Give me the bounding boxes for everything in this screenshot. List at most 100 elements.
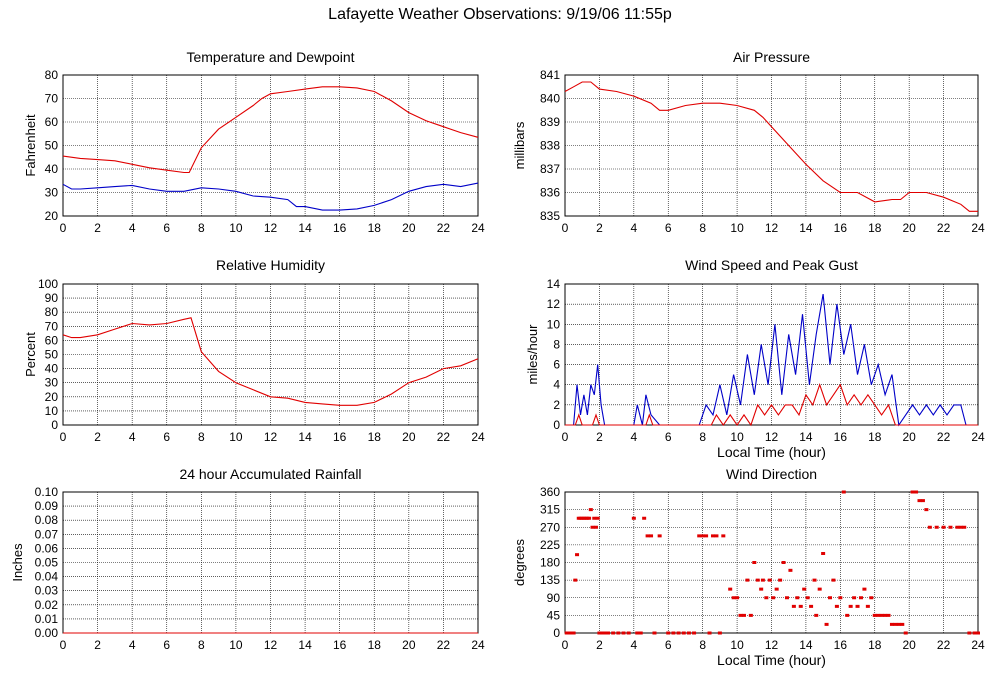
x-tick-label: 10	[730, 430, 744, 444]
x-tick-label: 12	[765, 430, 779, 444]
x-tick-label: 16	[333, 638, 347, 652]
y-tick-label: 270	[540, 520, 560, 534]
x-tick-label: 16	[834, 430, 848, 444]
data-point	[728, 587, 733, 591]
data-point	[590, 525, 595, 529]
data-point	[642, 516, 647, 520]
data-point	[976, 631, 980, 635]
y-axis-label: Percent	[23, 332, 38, 377]
y-tick-label: 0.04	[35, 570, 59, 584]
y-tick-label: 40	[45, 362, 59, 376]
x-tick-label: 2	[94, 221, 101, 235]
data-point	[771, 596, 776, 600]
data-point	[814, 613, 819, 617]
x-tick-label: 4	[630, 638, 637, 652]
y-tick-label: 315	[540, 503, 560, 517]
data-point	[741, 613, 746, 617]
x-axis-label: Local Time (hour)	[717, 652, 826, 668]
data-point	[616, 631, 621, 635]
x-tick-label: 24	[471, 430, 485, 444]
x-tick-label: 4	[630, 221, 637, 235]
page-title: Lafayette Weather Observations: 9/19/06 …	[328, 6, 672, 23]
x-tick-label: 24	[471, 638, 485, 652]
data-point	[649, 534, 654, 538]
data-point	[731, 596, 736, 600]
x-tick-label: 20	[402, 221, 416, 235]
x-tick-label: 12	[264, 638, 278, 652]
x-tick-label: 18	[868, 221, 882, 235]
y-tick-label: 2	[553, 398, 560, 412]
data-point	[845, 613, 850, 617]
x-tick-label: 2	[94, 430, 101, 444]
data-point	[948, 525, 953, 529]
x-tick-label: 20	[902, 221, 916, 235]
data-point	[657, 534, 662, 538]
y-tick-label: 835	[540, 209, 560, 223]
data-point	[883, 613, 888, 617]
y-tick-label: 20	[45, 209, 59, 223]
y-tick-label: 70	[45, 319, 59, 333]
x-tick-label: 10	[229, 430, 243, 444]
data-point	[795, 596, 800, 600]
data-point	[671, 631, 676, 635]
data-point	[962, 525, 967, 529]
x-tick-label: 12	[264, 221, 278, 235]
x-tick-label: 14	[799, 430, 813, 444]
data-point	[858, 596, 863, 600]
y-tick-label: 135	[540, 573, 560, 587]
data-point	[886, 613, 891, 617]
y-axis-label: degrees	[512, 539, 527, 586]
y-tick-label: 0.08	[35, 513, 59, 527]
data-point	[914, 490, 919, 494]
x-tick-label: 24	[971, 221, 985, 235]
data-point	[788, 568, 793, 572]
data-point	[934, 525, 939, 529]
y-tick-label: 0.10	[35, 485, 59, 499]
data-point	[700, 534, 705, 538]
data-point	[924, 508, 929, 512]
data-point	[745, 578, 750, 582]
x-tick-label: 24	[471, 221, 485, 235]
x-tick-label: 24	[971, 430, 985, 444]
data-point	[587, 516, 592, 520]
y-tick-label: 60	[45, 333, 59, 347]
x-tick-label: 4	[630, 430, 637, 444]
y-axis-label: Inches	[10, 543, 25, 582]
data-point	[828, 596, 833, 600]
y-tick-label: 4	[553, 378, 560, 392]
data-point	[575, 553, 580, 557]
data-point	[848, 604, 853, 608]
data-point	[714, 534, 719, 538]
y-tick-label: 360	[540, 485, 560, 499]
data-point	[798, 604, 803, 608]
data-point	[564, 631, 569, 635]
data-point	[759, 587, 764, 591]
data-point	[764, 596, 769, 600]
data-point	[774, 587, 779, 591]
y-tick-label: 837	[540, 162, 560, 176]
data-point	[903, 631, 908, 635]
x-tick-label: 20	[402, 430, 416, 444]
y-tick-label: 840	[540, 92, 560, 106]
y-tick-label: 50	[45, 139, 59, 153]
data-point	[606, 631, 611, 635]
data-point	[817, 587, 822, 591]
data-point	[834, 604, 839, 608]
data-point	[781, 561, 786, 564]
data-point	[592, 516, 597, 520]
data-point	[571, 631, 576, 635]
y-tick-label: 0	[553, 418, 560, 432]
x-tick-label: 0	[562, 430, 569, 444]
x-tick-label: 14	[298, 430, 312, 444]
data-point	[752, 561, 757, 564]
data-point	[872, 613, 877, 617]
data-point	[967, 631, 972, 635]
data-point	[784, 596, 789, 600]
data-point	[710, 534, 715, 538]
y-tick-label: 0.00	[35, 626, 59, 640]
data-point	[638, 631, 643, 635]
